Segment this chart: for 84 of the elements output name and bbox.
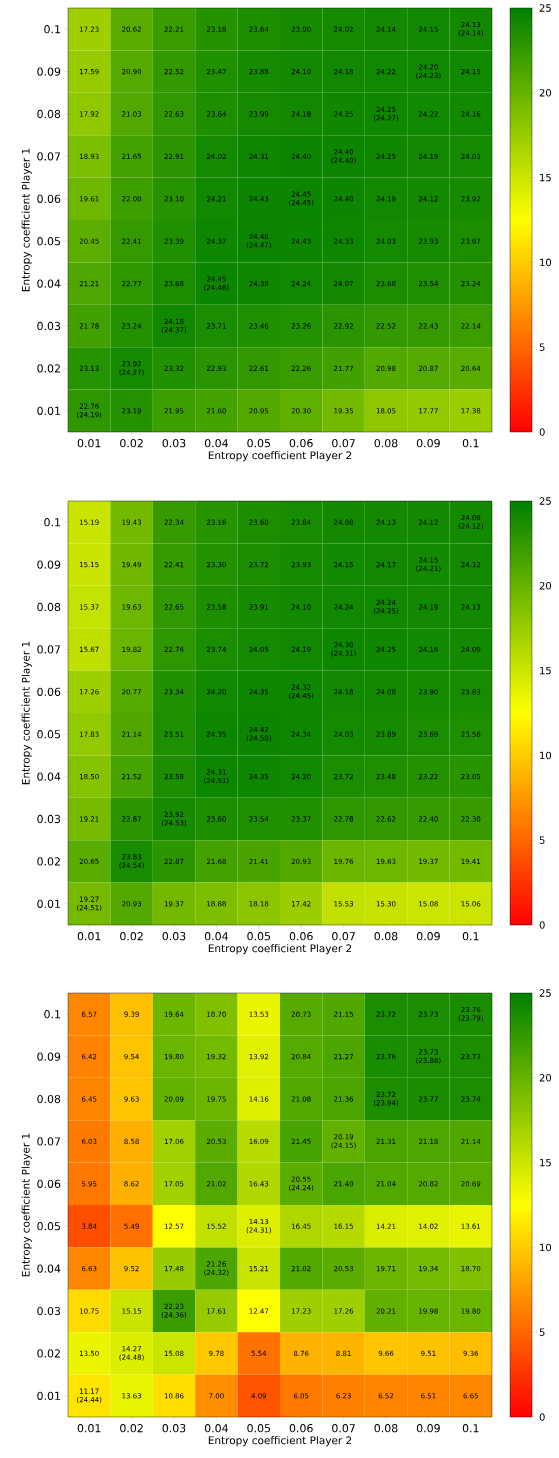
y-tick-label: 0.04 [37,279,61,288]
x-tick-label: 0.04 [204,932,228,941]
color-bar-label: 10 [540,258,552,267]
y-tick-label: 0.1 [44,518,60,527]
x-tick-label: 0.1 [462,439,479,448]
y-tick-label: 0.01 [37,406,60,415]
color-bar-label: 15 [540,173,551,182]
x-tick-label: 0.02 [120,1424,143,1433]
x-tick-label: 0.05 [247,439,271,448]
color-bar-label: 25 [539,4,551,12]
y-tick-label: 0.03 [37,1306,61,1316]
x-tick-label: 0.07 [332,932,355,941]
x-tick-label: 0.02 [120,932,143,941]
x-tick-label: 0.01 [77,1424,101,1433]
y-tick-label: 0.07 [37,152,61,161]
x-tick-label: 0.03 [162,439,186,448]
x-axis-title: Entropy coefficient Player 2 [208,1436,352,1447]
x-tick-label: 0.03 [162,932,186,941]
x-tick-label: 0.09 [416,439,440,448]
color-bar-label: 15 [540,666,551,675]
x-tick-label: 0.06 [289,439,313,448]
x-tick-label: 0.01 [77,439,101,448]
y-tick-label: 0.05 [37,1222,61,1231]
y-tick-label: 0.05 [37,730,61,739]
color-bar-label: 25 [539,497,551,505]
y-tick-label: 0.04 [37,772,61,781]
x-tick-label: 0.06 [289,1424,313,1433]
x-tick-label: 0.09 [416,932,440,941]
color-bar-label: 20 [539,1074,552,1082]
color-bar-label: 15 [540,1158,551,1167]
x-tick-label: 0.07 [332,1424,355,1433]
color-bar-label: 0 [539,1413,545,1421]
y-tick-label: 0.07 [37,1137,61,1146]
y-tick-label: 0.02 [37,364,60,373]
y-tick-label: 0.09 [37,560,61,569]
x-tick-label: 0.1 [462,1424,479,1433]
y-tick-label: 0.09 [37,1052,61,1061]
color-bar-label: 5 [539,1328,545,1336]
x-tick-label: 0.08 [374,439,398,448]
y-axis-title: Entropy coefficient Player 1 [21,1133,32,1277]
y-tick-label: 0.08 [37,1094,61,1104]
x-tick-label: 0.07 [332,439,355,448]
x-tick-label: 0.04 [204,439,228,448]
x-axis-title: Entropy coefficient Player 2 [208,944,352,955]
x-tick-label: 0.08 [374,1424,398,1433]
x-tick-label: 0.1 [462,932,479,941]
x-tick-label: 0.05 [247,1424,271,1433]
y-tick-label: 0.08 [37,109,61,119]
color-bar-label: 0 [539,428,545,436]
x-tick-label: 0.02 [120,439,143,448]
x-tick-label: 0.08 [374,932,398,941]
y-tick-label: 0.06 [37,1179,61,1188]
y-axis-title: Entropy coefficient Player 1 [21,641,32,785]
color-bar-label: 5 [539,343,545,351]
y-tick-label: 0.04 [37,1264,61,1273]
y-tick-label: 0.02 [37,857,60,866]
x-axis-title: Entropy coefficient Player 2 [208,451,352,462]
y-tick-label: 0.1 [44,1010,60,1019]
y-tick-label: 0.08 [37,602,61,612]
y-axis-title: Entropy coefficient Player 1 [21,148,32,292]
x-tick-label: 0.09 [416,1424,440,1433]
y-tick-label: 0.07 [37,645,61,654]
y-tick-label: 0.01 [37,1391,60,1400]
color-bar-label: 20 [539,582,552,590]
y-tick-label: 0.1 [44,25,60,34]
color-bar-label: 10 [540,751,552,760]
y-tick-label: 0.01 [37,899,60,908]
y-tick-label: 0.06 [37,194,61,203]
x-tick-label: 0.04 [204,1424,228,1433]
y-tick-label: 0.06 [37,687,61,696]
y-tick-label: 0.02 [37,1349,60,1358]
x-tick-label: 0.03 [162,1424,186,1433]
color-bar-label: 5 [539,836,545,844]
x-tick-label: 0.06 [289,932,313,941]
color-bar-label: 0 [539,921,545,929]
y-tick-label: 0.05 [37,237,61,246]
color-bar-label: 10 [540,1243,552,1252]
y-tick-label: 0.03 [37,814,61,824]
x-tick-label: 0.05 [247,932,271,941]
y-tick-label: 0.09 [37,67,61,76]
color-bar-label: 20 [539,89,552,97]
y-tick-label: 0.03 [37,321,61,331]
color-bar-label: 25 [539,989,551,997]
x-tick-label: 0.01 [77,932,101,941]
